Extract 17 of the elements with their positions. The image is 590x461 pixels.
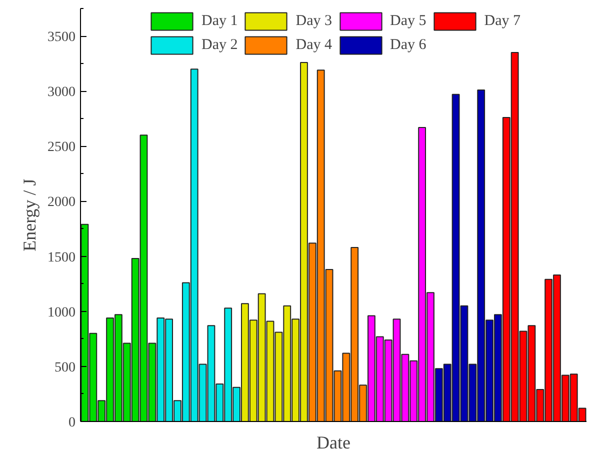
x-axis-title: Date: [316, 432, 350, 452]
legend-label: Day 3: [296, 12, 332, 30]
y-tick-label: 2500: [48, 140, 76, 156]
y-tick-label: 0: [68, 416, 76, 430]
y-tick-label: 3000: [48, 85, 76, 100]
y-tick-label: 1500: [48, 250, 76, 266]
legend-label: Day 2: [202, 36, 238, 54]
legend-label: Day 4: [296, 36, 332, 54]
y-tick-label: 1000: [48, 305, 76, 320]
legend-label: Day 1: [202, 12, 238, 30]
y-tick-label: 3500: [48, 30, 76, 46]
legend-label: Day 6: [390, 36, 426, 54]
y-tick-label: 500: [54, 360, 76, 376]
y-tick-label: 2000: [48, 195, 76, 210]
legend-label: Day 7: [484, 12, 520, 30]
y-axis-title: Energy / J: [20, 178, 40, 252]
legend-label: Day 5: [390, 12, 426, 30]
